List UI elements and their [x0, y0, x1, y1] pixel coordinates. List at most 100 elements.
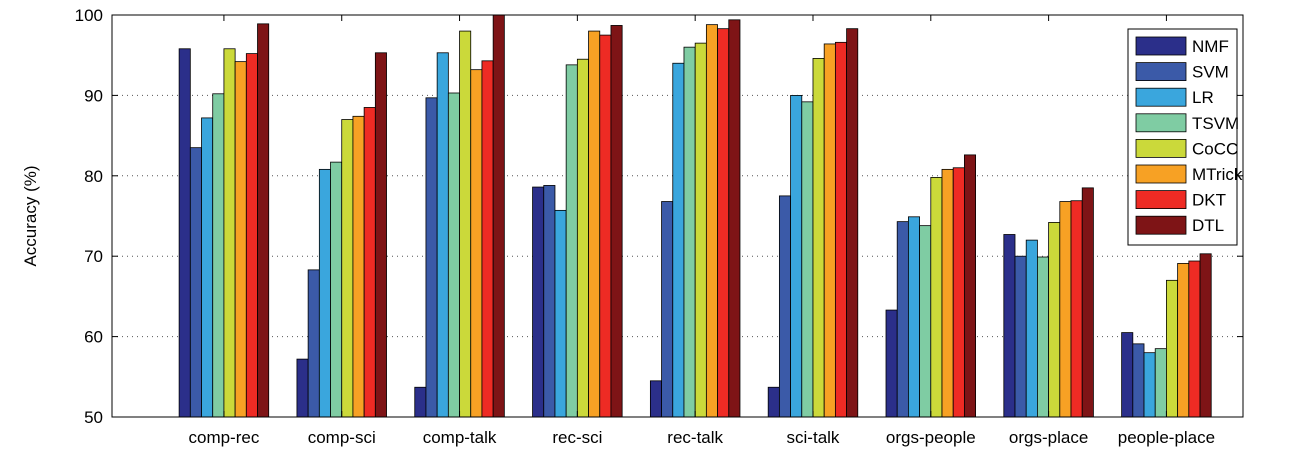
legend-swatch	[1135, 138, 1187, 158]
x-tick-label: orgs-place	[1009, 428, 1088, 447]
bar-svm-rec-sci	[543, 185, 556, 418]
bar-tsvm-people-place	[1154, 348, 1167, 418]
bar-svm-comp-talk	[425, 97, 438, 418]
bar-mtrick-comp-talk	[470, 69, 483, 418]
bar-lr-comp-talk	[436, 52, 449, 418]
bar-mtrick-people-place	[1177, 263, 1190, 418]
legend: NMF SVM LR TSVM CoCC MTrick DKT DTL	[1127, 28, 1243, 246]
bar-svm-rec-talk	[661, 201, 674, 418]
legend-swatch	[1135, 164, 1187, 184]
bar-dtl-comp-sci	[374, 52, 387, 418]
legend-label: TSVM	[1192, 114, 1239, 133]
bar-dkt-people-place	[1188, 260, 1201, 418]
legend-label: CoCC	[1192, 139, 1238, 158]
bar-tsvm-orgs-people	[919, 225, 932, 418]
plot-frame	[111, 14, 1244, 418]
y-tick-label: 70	[84, 247, 103, 266]
legend-swatch	[1135, 113, 1187, 133]
bar-nmf-orgs-place	[1003, 234, 1016, 418]
legend-swatch	[1135, 190, 1187, 210]
bar-lr-rec-talk	[672, 62, 685, 418]
bar-dtl-people-place	[1199, 253, 1212, 418]
bar-cocc-rec-sci	[576, 58, 589, 418]
bar-svm-comp-sci	[307, 269, 320, 418]
bar-dkt-orgs-place	[1070, 200, 1083, 418]
bar-dtl-orgs-place	[1081, 187, 1094, 418]
legend-label: LR	[1192, 88, 1214, 107]
legend-label: NMF	[1192, 37, 1229, 56]
bar-tsvm-comp-rec	[212, 93, 225, 418]
bar-lr-sci-talk	[790, 95, 803, 418]
bar-lr-comp-rec	[201, 117, 214, 418]
bar-mtrick-orgs-people	[941, 168, 954, 418]
bar-mtrick-rec-talk	[705, 24, 718, 418]
bar-dkt-rec-talk	[717, 28, 730, 418]
bar-tsvm-orgs-place	[1037, 256, 1050, 418]
bar-svm-comp-rec	[189, 147, 202, 418]
bar-dkt-orgs-people	[952, 167, 965, 418]
bar-svm-orgs-place	[1014, 255, 1027, 418]
bars	[178, 14, 1212, 418]
bar-lr-rec-sci	[554, 209, 567, 418]
bar-mtrick-rec-sci	[588, 30, 601, 418]
bar-cocc-orgs-people	[930, 177, 943, 418]
bar-nmf-sci-talk	[767, 386, 780, 418]
x-tick-label: sci-talk	[787, 428, 840, 447]
bar-dkt-comp-talk	[481, 60, 494, 418]
bar-nmf-orgs-people	[885, 309, 898, 418]
x-tick-label: rec-sci	[552, 428, 602, 447]
bar-mtrick-orgs-place	[1059, 201, 1072, 418]
x-tick-label: comp-sci	[308, 428, 376, 447]
x-tick-label: orgs-people	[886, 428, 976, 447]
bar-nmf-comp-sci	[296, 358, 309, 418]
bar-svm-sci-talk	[778, 195, 791, 418]
y-tick-label: 90	[84, 86, 103, 105]
bar-mtrick-sci-talk	[823, 43, 836, 418]
y-tick-label: 100	[75, 6, 103, 25]
bar-cocc-orgs-place	[1048, 222, 1061, 418]
bar-cocc-people-place	[1166, 279, 1179, 418]
x-tick-label: comp-rec	[188, 428, 259, 447]
bar-tsvm-rec-sci	[565, 64, 578, 418]
bar-cocc-comp-talk	[459, 30, 472, 418]
bar-nmf-comp-talk	[414, 386, 427, 418]
bar-svm-people-place	[1132, 343, 1145, 418]
bar-dkt-rec-sci	[599, 34, 612, 418]
bar-cocc-comp-rec	[223, 48, 236, 418]
y-tick-label: 50	[84, 408, 103, 427]
bar-lr-orgs-place	[1025, 239, 1038, 418]
bar-dtl-sci-talk	[846, 28, 859, 418]
bar-mtrick-comp-rec	[234, 61, 247, 418]
legend-swatch	[1135, 36, 1187, 56]
bar-dtl-comp-rec	[257, 23, 270, 418]
axis-ticks: 50 60 70 80 90 100 comp-rec comp-sci comp-talk re…	[75, 6, 1243, 447]
bar-dtl-comp-talk	[492, 14, 505, 418]
legend-label: DKT	[1192, 191, 1226, 210]
bar-cocc-rec-talk	[694, 42, 707, 418]
bar-lr-people-place	[1143, 352, 1156, 418]
legend-label: DTL	[1192, 216, 1224, 235]
bar-dkt-comp-sci	[363, 107, 376, 418]
bar-lr-orgs-people	[907, 216, 920, 418]
legend-label: MTrick	[1192, 165, 1243, 184]
legend-box	[1127, 28, 1238, 246]
legend-swatch	[1135, 215, 1187, 235]
bar-dkt-comp-rec	[245, 53, 258, 418]
bar-nmf-rec-talk	[649, 380, 662, 418]
bar-svm-orgs-people	[896, 221, 909, 418]
legend-swatch	[1135, 87, 1187, 107]
bar-cocc-comp-sci	[341, 119, 354, 418]
bar-dtl-rec-sci	[610, 25, 623, 418]
bar-lr-comp-sci	[318, 168, 331, 418]
bar-nmf-people-place	[1121, 332, 1134, 418]
bar-tsvm-sci-talk	[801, 101, 814, 418]
bar-nmf-rec-sci	[532, 186, 545, 418]
bar-tsvm-comp-talk	[447, 92, 460, 418]
y-axis-label: Accuracy (%)	[21, 165, 40, 266]
bar-tsvm-rec-talk	[683, 46, 696, 418]
x-tick-label: people-place	[1118, 428, 1215, 447]
bar-dkt-sci-talk	[834, 41, 847, 418]
bar-mtrick-comp-sci	[352, 115, 365, 418]
legend-label: SVM	[1192, 63, 1229, 82]
